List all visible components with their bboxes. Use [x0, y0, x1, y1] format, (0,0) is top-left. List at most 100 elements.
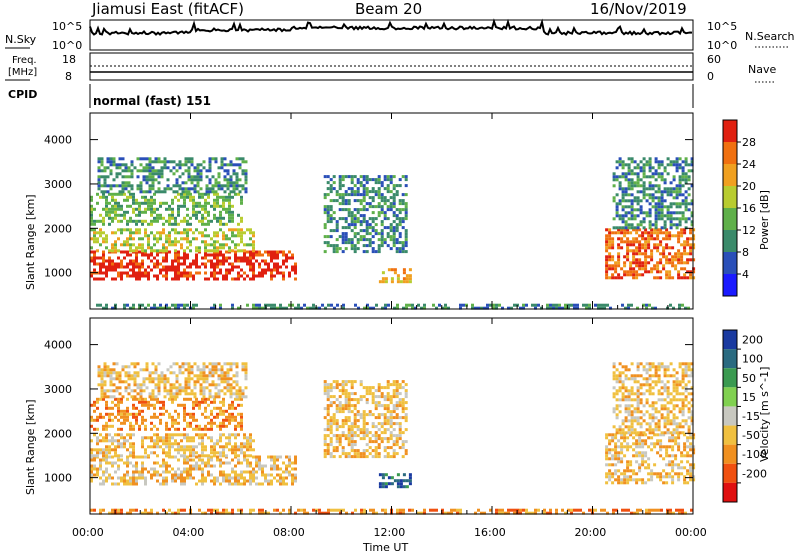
echo-cell — [386, 205, 390, 209]
echo-cell — [650, 255, 654, 259]
echo-cell — [249, 243, 252, 247]
echo-cell — [208, 395, 212, 399]
echo-cell — [270, 479, 273, 483]
echo-cell — [605, 436, 609, 440]
echo-cell — [689, 445, 693, 449]
echo-cell — [642, 303, 645, 307]
echo-cell — [657, 377, 661, 381]
echo-cell — [398, 184, 402, 188]
echo-cell — [225, 415, 228, 419]
echo-cell — [132, 195, 135, 199]
echo-cell — [162, 216, 165, 220]
echo-cell — [213, 397, 216, 401]
echo-cell — [687, 193, 691, 197]
echo-cell — [365, 386, 369, 390]
echo-cell — [636, 181, 640, 185]
echo-cell — [621, 431, 625, 435]
echo-cell — [222, 451, 225, 455]
echo-cell — [126, 204, 129, 208]
echo-cell — [684, 220, 688, 224]
echo-cell — [654, 202, 658, 206]
echo-cell — [645, 199, 649, 203]
echo-cell — [401, 431, 405, 435]
echo-cell — [338, 196, 342, 200]
echo-region--15 — [612, 362, 694, 435]
echo-cell — [347, 395, 351, 399]
echo-cell — [689, 472, 693, 476]
echo-cell — [106, 371, 110, 375]
echo-cell — [243, 259, 246, 263]
echo-cell — [243, 249, 246, 253]
echo-cell — [341, 241, 345, 245]
echo-cell — [638, 442, 642, 446]
echo-cell — [387, 268, 391, 272]
echo-cell — [648, 431, 652, 435]
echo-cell — [231, 400, 234, 404]
echo-cell — [386, 383, 390, 387]
echo-cell — [249, 253, 252, 257]
echo-cell — [597, 303, 600, 307]
echo-cell — [380, 211, 384, 215]
echo-cell — [657, 419, 661, 423]
echo-cell — [623, 439, 627, 443]
echo-cell — [623, 273, 627, 277]
echo-cell — [244, 169, 248, 173]
echo-cell — [90, 448, 93, 452]
echo-cell — [121, 169, 125, 173]
echo-cell — [678, 178, 682, 182]
echo-cell — [183, 262, 186, 266]
echo-cell — [387, 303, 390, 307]
echo-cell — [338, 434, 342, 438]
echo-cell — [177, 198, 180, 202]
echo-cell — [222, 195, 225, 199]
echo-cell — [371, 386, 375, 390]
echo-cell — [353, 250, 357, 254]
echo-cell — [229, 389, 233, 393]
echo-cell — [178, 389, 182, 393]
echo-cell — [213, 306, 216, 310]
echo-cell — [398, 247, 402, 251]
echo-cell — [675, 169, 679, 173]
echo-cell — [668, 439, 672, 443]
echo-cell — [142, 178, 146, 182]
echo-cell — [656, 442, 660, 446]
echo-cell — [359, 229, 363, 233]
echo-cell — [168, 250, 171, 254]
echo-cell — [329, 422, 333, 426]
echo-cell — [139, 184, 143, 188]
echo-cell — [241, 169, 245, 173]
echo-cell — [241, 389, 245, 393]
echo-cell — [642, 226, 646, 230]
echo-cell — [344, 416, 348, 420]
echo-cell — [150, 403, 153, 407]
echo-cell — [138, 201, 141, 205]
echo-cell — [252, 253, 255, 257]
echo-cell — [288, 464, 291, 468]
echo-cell — [632, 252, 636, 256]
echo-cell — [225, 195, 228, 199]
echo-cell — [386, 419, 390, 423]
echo-cell — [614, 276, 618, 280]
echo-cell — [181, 163, 185, 167]
echo-cell — [100, 175, 104, 179]
echo-cell — [159, 231, 162, 235]
echo-cell — [112, 371, 116, 375]
echo-cell — [103, 380, 107, 384]
echo-cell — [395, 247, 399, 251]
echo-cell — [258, 303, 261, 307]
echo-cell — [157, 380, 161, 384]
echo-cell — [117, 397, 120, 401]
echo-cell — [684, 202, 688, 206]
echo-cell — [123, 482, 126, 486]
echo-cell — [120, 213, 123, 217]
echo-cell — [332, 419, 336, 423]
echo-cell — [234, 482, 237, 486]
echo-cell — [651, 374, 655, 378]
echo-cell — [168, 427, 171, 431]
echo-cell — [326, 413, 330, 417]
echo-cell — [332, 211, 336, 215]
echo-cell — [380, 232, 384, 236]
echo-cell — [644, 451, 648, 455]
echo-cell — [680, 472, 684, 476]
echo-cell — [204, 253, 207, 257]
